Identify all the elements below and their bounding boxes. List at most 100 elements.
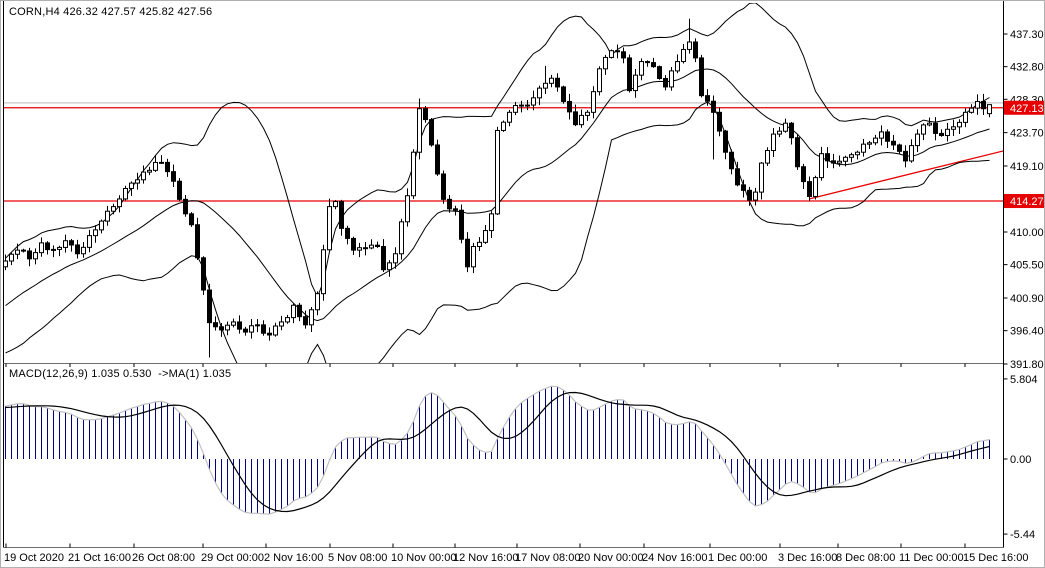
candle-bullish — [117, 198, 122, 208]
candle-bearish — [795, 137, 800, 168]
candle-bullish — [315, 293, 320, 311]
price-tick-label: 405.50 — [1010, 260, 1044, 272]
candle-bearish — [345, 227, 350, 239]
candle-bullish — [591, 91, 596, 113]
candle-bearish — [615, 50, 620, 53]
macd-axis[interactable]: 5.804 0.00 -5.44 — [1003, 374, 1038, 541]
candle-bearish — [213, 322, 218, 328]
horizontal-level-lines[interactable] — [3, 102, 1004, 202]
candle-bullish — [39, 242, 44, 254]
candle-bearish — [465, 238, 470, 268]
candle-bearish — [981, 100, 986, 110]
candle-bullish — [471, 246, 476, 268]
candle-bullish — [225, 324, 230, 331]
candle-bearish — [297, 304, 302, 318]
macd-tick-label: 5.804 — [1010, 374, 1038, 386]
candle-bullish — [111, 206, 116, 212]
candle-bearish — [243, 328, 248, 333]
candle-bullish — [813, 177, 818, 197]
macd-indicator-label: MACD(12,26,9) 1.035 0.530 ->MA(1) 1.035 — [9, 368, 232, 380]
candle-bullish — [135, 179, 140, 184]
candle-bullish — [507, 111, 512, 123]
candle-bullish — [285, 317, 290, 323]
candle-bullish — [399, 221, 404, 255]
time-tick-label: 10 Nov 00:00 — [391, 552, 456, 564]
candle-bearish — [651, 62, 656, 68]
candle-bullish — [387, 262, 392, 271]
candle-bearish — [903, 150, 908, 162]
macd-panel[interactable] — [5, 385, 990, 515]
candle-bullish — [3, 260, 8, 268]
candle-bullish — [687, 41, 692, 50]
candle-bullish — [417, 108, 422, 153]
main-price-panel[interactable] — [3, 3, 1005, 407]
candle-bullish — [513, 105, 518, 113]
candle-bearish — [885, 131, 890, 142]
candle-bearish — [711, 100, 716, 113]
candle-bearish — [69, 240, 74, 246]
candle-bullish — [411, 151, 416, 197]
candle-bullish — [495, 129, 500, 215]
candle-bullish — [675, 61, 680, 72]
price-badge — [1004, 194, 1044, 209]
candle-bullish — [279, 321, 284, 327]
candle-bullish — [639, 61, 644, 76]
candle-bullish — [105, 210, 110, 222]
candle-bullish — [771, 133, 776, 152]
candle-bullish — [531, 97, 536, 106]
candle-bearish — [573, 111, 578, 126]
candle-bearish — [447, 198, 452, 210]
time-tick-label: 15 Dec 16:00 — [963, 552, 1028, 564]
candle-bullish — [879, 131, 884, 139]
candle-bullish — [357, 247, 362, 251]
candle-bearish — [237, 321, 242, 330]
symbol-ohlc-label: CORN,H4 426.32 427.57 425.82 427.56 — [9, 6, 213, 18]
candle-bearish — [339, 201, 344, 229]
price-tick-label: 432.80 — [1010, 62, 1044, 74]
candle-bullish — [963, 111, 968, 123]
candle-bullish — [669, 70, 674, 88]
candle-bullish — [147, 169, 152, 173]
candle-bullish — [753, 191, 758, 201]
candle-bullish — [141, 171, 146, 181]
trendline[interactable] — [808, 150, 1004, 200]
candle-bullish — [945, 128, 950, 137]
candle-bullish — [93, 229, 98, 237]
macd-tick-label: -5.44 — [1010, 529, 1035, 541]
time-tick-label: 8 Dec 08:00 — [836, 552, 895, 564]
candle-bearish — [663, 78, 668, 88]
time-tick-label: 12 Nov 16:00 — [453, 552, 518, 564]
candle-bullish — [873, 137, 878, 144]
macd-signal-line — [5, 391, 990, 513]
candle-bullish — [405, 195, 410, 223]
candle-bearish — [825, 153, 830, 162]
candle-bullish — [603, 56, 608, 70]
candle-bearish — [807, 181, 812, 197]
candle-bearish — [729, 151, 734, 170]
candle-bearish — [177, 180, 182, 200]
candle-bullish — [585, 111, 590, 116]
candle-bullish — [63, 240, 68, 248]
candle-bearish — [699, 57, 704, 97]
candle-bullish — [957, 121, 962, 128]
candle-bullish — [861, 143, 866, 153]
candle-bullish — [99, 220, 104, 231]
time-tick-label: 3 Dec 16:00 — [778, 552, 837, 564]
price-tick-label: 423.70 — [1010, 128, 1044, 140]
price-tick-label: 437.30 — [1010, 29, 1044, 41]
candle-bearish — [27, 250, 32, 260]
time-axis[interactable]: 19 Oct 2020 21 Oct 16:00 26 Oct 08:00 29 Oc… — [4, 363, 1028, 565]
bollinger-lower-band — [5, 101, 990, 364]
price-axis[interactable]: 437.30432.80428.30423.70419.10410.00405.… — [1003, 29, 1044, 371]
time-tick-label: 11 Dec 00:00 — [899, 552, 964, 564]
candle-bullish — [549, 77, 554, 84]
candle-bullish — [819, 153, 824, 179]
candle-bearish — [219, 326, 224, 331]
candle-bullish — [609, 50, 614, 58]
candle-bearish — [165, 161, 170, 173]
time-tick-label: 5 Nov 08:00 — [328, 552, 387, 564]
candle-bullish — [633, 74, 638, 92]
candle-bearish — [831, 160, 836, 164]
candle-bearish — [45, 242, 50, 251]
